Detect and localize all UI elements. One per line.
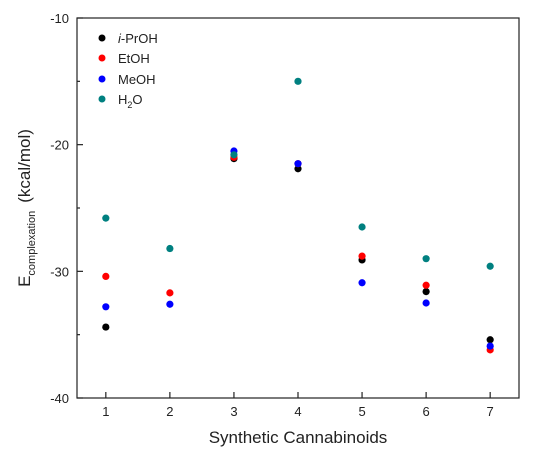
legend-marker-iproh	[98, 34, 106, 42]
data-point-series-2	[422, 299, 430, 307]
data-point-series-2	[486, 342, 494, 350]
data-point-series-1	[102, 272, 110, 280]
legend-marker-h2o	[98, 95, 106, 103]
x-tick-label: 2	[166, 404, 173, 419]
x-tick-label: 1	[102, 404, 109, 419]
data-point-series-0	[102, 323, 110, 331]
y-axis-title-main: E	[15, 276, 34, 287]
data-point-series-2	[358, 279, 366, 287]
y-tick-label: -10	[50, 11, 69, 26]
y-axis-title: Ecomplexation (kcal/mol)	[15, 129, 38, 287]
legend-marker-meoh	[98, 75, 106, 83]
legend: i-PrOH EtOH MeOH H2O	[98, 31, 158, 110]
data-point-series-1	[358, 252, 366, 260]
data-point-series-2	[294, 160, 302, 168]
data-point-series-0	[422, 288, 430, 296]
legend-label-etoh: EtOH	[118, 51, 150, 66]
x-tick-label: 6	[422, 404, 429, 419]
y-axis-ticks: -40 -30 -20 -10	[50, 11, 83, 406]
data-point-series-3	[486, 262, 494, 270]
data-point-series-0	[294, 165, 302, 173]
y-tick-label: -20	[50, 138, 69, 153]
data-point-series-3	[230, 151, 238, 159]
legend-label-iproh-rest: -PrOH	[121, 31, 158, 46]
data-point-series-3	[102, 214, 110, 222]
data-point-series-3	[422, 255, 430, 263]
legend-label-meoh: MeOH	[118, 72, 156, 87]
legend-label-iproh-italic: i	[118, 31, 122, 46]
legend-label-h2o-sub: 2	[127, 100, 132, 110]
data-point-series-1	[422, 281, 430, 289]
data-point-series-0	[486, 336, 494, 344]
x-tick-label: 7	[487, 404, 494, 419]
x-tick-label: 4	[294, 404, 301, 419]
x-tick-label: 3	[230, 404, 237, 419]
x-axis-ticks: 1 2 3 4 5 6 7	[102, 392, 494, 419]
legend-label-h2o-tail: O	[132, 92, 142, 107]
data-point-series-1	[166, 289, 174, 297]
legend-label-h2o: H2O	[118, 92, 143, 110]
y-axis-title-units: (kcal/mol)	[15, 129, 34, 203]
x-axis-title: Synthetic Cannabinoids	[209, 428, 388, 447]
legend-label-h2o-main: H	[118, 92, 127, 107]
y-tick-label: -30	[50, 264, 69, 279]
legend-marker-etoh	[98, 54, 106, 62]
y-tick-label: -40	[50, 391, 69, 406]
x-tick-label: 5	[358, 404, 365, 419]
data-point-series-3	[166, 244, 174, 253]
y-axis-title-subscript: complexation	[26, 211, 38, 276]
data-point-series-2	[166, 300, 174, 308]
legend-label-iproh: i-PrOH	[118, 31, 158, 46]
data-point-series-3	[358, 223, 366, 231]
data-points	[102, 77, 494, 354]
data-point-series-2	[102, 303, 110, 311]
data-point-series-3	[294, 77, 302, 85]
